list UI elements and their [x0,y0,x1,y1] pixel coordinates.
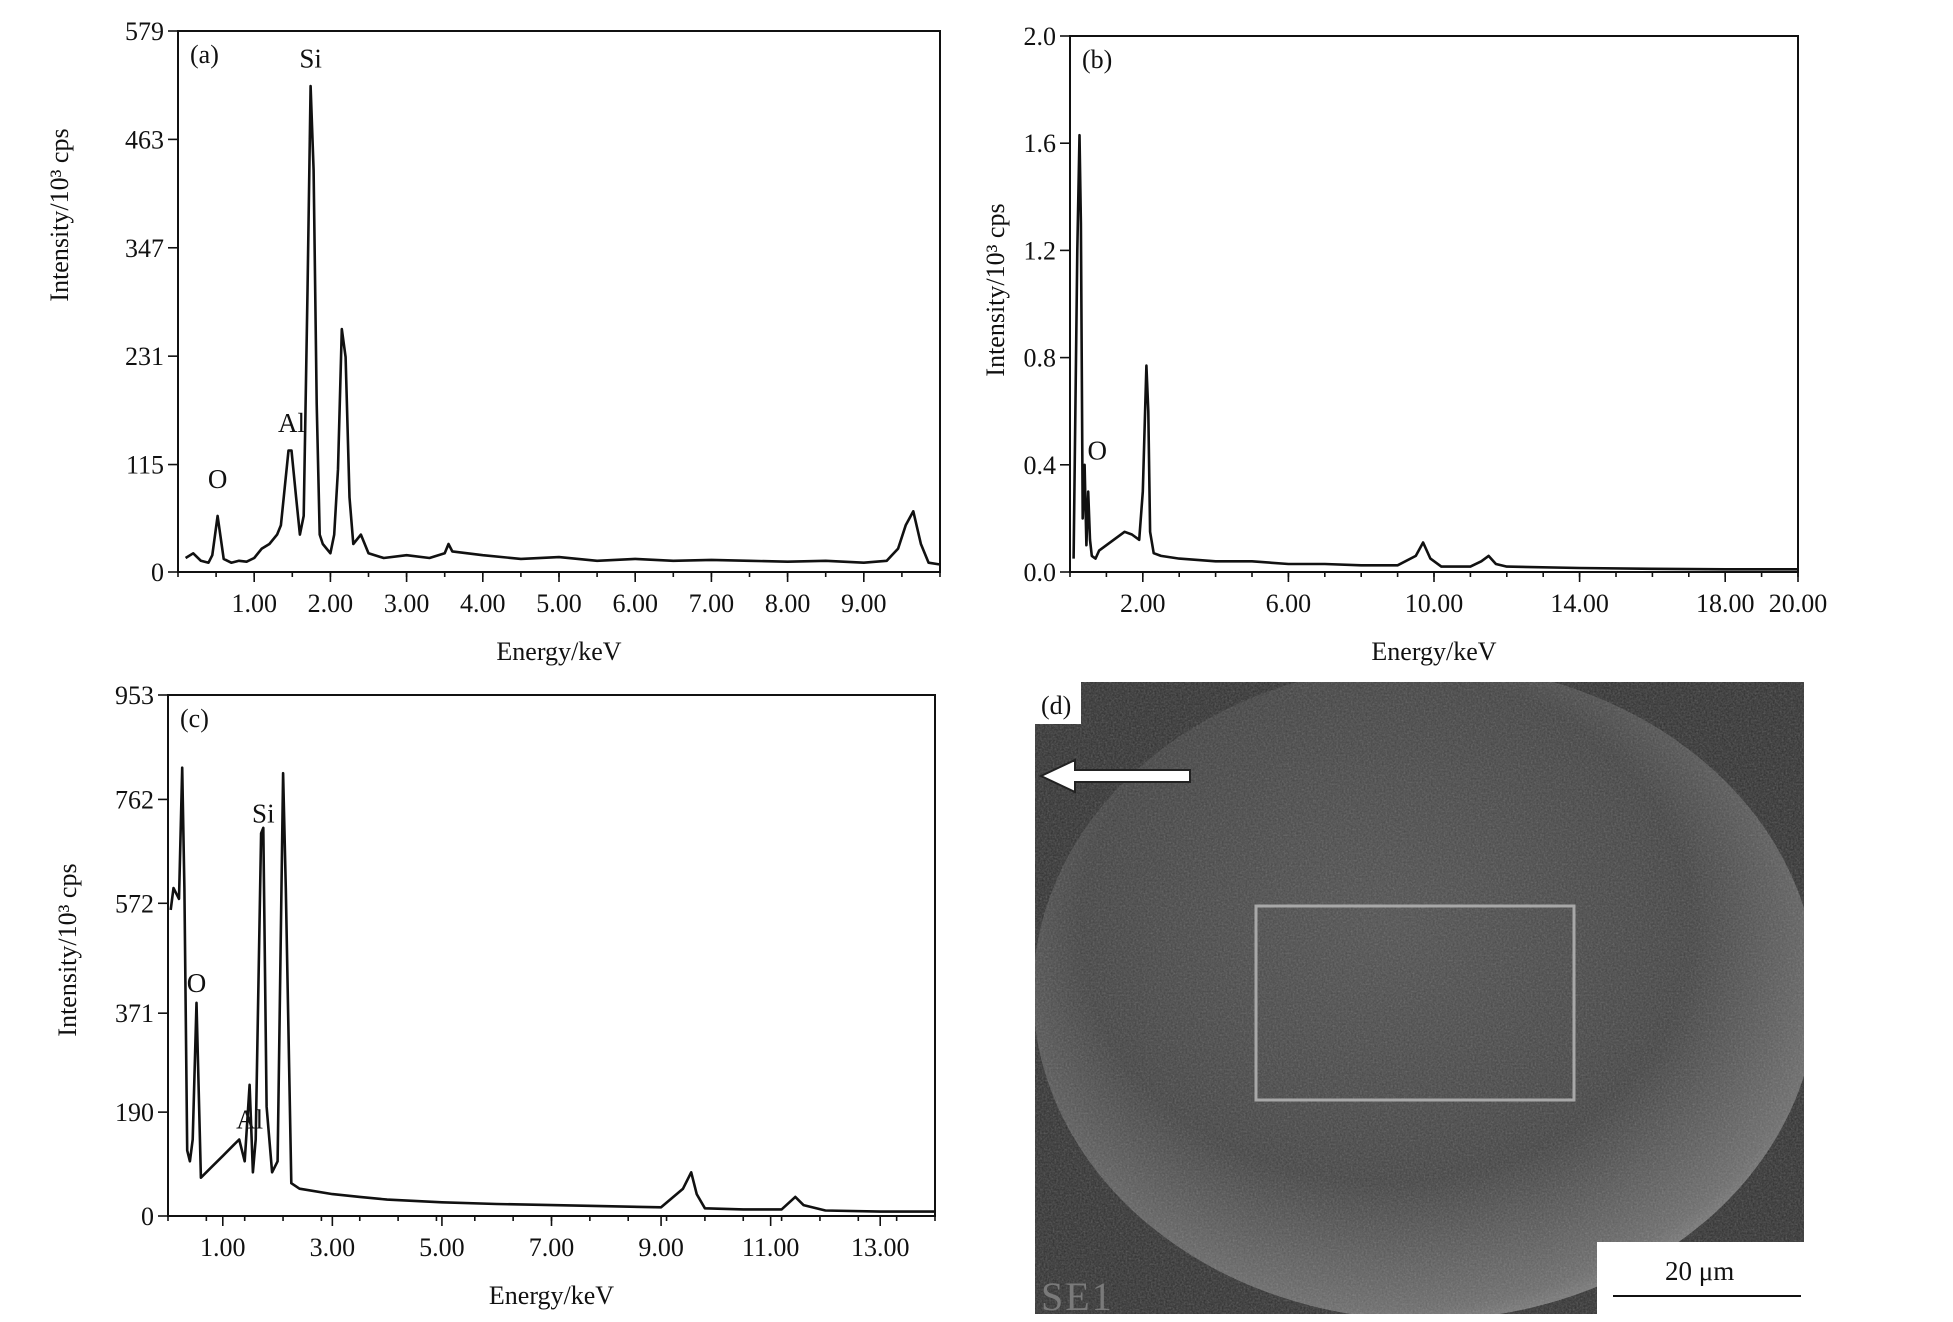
chart-a-y-tick-label: 0 [151,558,164,587]
chart-a-y-tick-label: 579 [125,17,164,46]
chart-svg-c: 0 190 371 572 762 953 1.00 3.00 5.00 7.00 9.00 11.0… [53,681,936,1310]
chart-b-x-tick-label: 10.00 [1405,589,1464,618]
chart-c-x-tick-label: 13.00 [851,1233,910,1262]
chart-c-y-tick-label: 953 [115,681,154,710]
chart-a-x-tick-label: 4.00 [460,589,506,618]
chart-b-y-tick-label: 1.2 [1024,236,1057,265]
chart-a-x-tick-label: 5.00 [536,589,582,618]
chart-a-x-tick-label: 8.00 [765,589,811,618]
chart-a-panel-label: (a) [190,40,219,69]
chart-svg-a: 0 115 231 347 463 579 1.00 2.00 3.00 4.00 5.00 6.00… [45,17,941,666]
chart-a-y-tick-label: 463 [125,125,164,154]
chart-a-spectrum-line [184,84,941,566]
chart-b-spectrum-line [1072,133,1798,571]
chart-a-peak-label-si: Si [299,43,322,73]
chart-c-x-tick-label: 7.00 [529,1233,575,1262]
sem-scale-bar-box [1597,1242,1804,1314]
chart-b-y-axis-title: Intensity/10³ cps [981,203,1010,376]
chart-a-y-tick-label: 115 [126,451,164,480]
chart-a-y-tick-label: 231 [125,342,164,371]
sem-analysis-region-box [1254,904,1576,1102]
chart-a-x-tick-label: 3.00 [384,589,430,618]
chart-a-x-tick-label: 2.00 [308,589,354,618]
chart-c-y-tick-label: 371 [115,999,154,1028]
chart-panel-a: 0 115 231 347 463 579 1.00 2.00 3.00 4.00 5.00 6.00… [0,0,960,680]
chart-b-y-tick-label: 0.4 [1024,451,1057,480]
chart-b-y-tick-label: 0.8 [1024,344,1057,373]
chart-c-x-axis-title: Energy/keV [489,1281,614,1310]
chart-b-x-tick-label: 18.00 [1696,589,1755,618]
chart-c-y-tick-label: 762 [115,785,154,814]
chart-a-x-tick-label: 6.00 [612,589,658,618]
chart-a-y-axis-title: Intensity/10³ cps [45,128,74,301]
chart-svg-b: 0.0 0.4 0.8 1.2 1.6 2.0 2.00 6.00 10.00 14.00 18.0… [981,22,1828,666]
chart-b-y-tick-label: 2.0 [1024,22,1057,51]
chart-a-y-tick-label: 347 [125,234,164,263]
chart-a-x-tick-label: 1.00 [231,589,277,618]
chart-a-x-tick-label: 7.00 [689,589,735,618]
sem-panel-label-bg [1035,682,1081,724]
chart-c-x-tick-label: 9.00 [638,1233,684,1262]
chart-c-y-axis-title: Intensity/10³ cps [53,863,82,1036]
chart-a-plot-frame [177,30,941,573]
chart-c-peak-label-al: Al [236,1105,263,1135]
chart-b-x-axis-title: Energy/keV [1371,637,1496,666]
sem-panel-label: (d) [1041,691,1071,720]
chart-c-x-tick-label: 11.00 [742,1233,800,1262]
chart-a-peak-label-o: O [208,464,228,494]
chart-b-plot-frame [1069,35,1799,573]
chart-a-peak-label-al: Al [278,408,305,438]
chart-c-spectrum-line [169,766,935,1213]
chart-b-x-tick-label: 14.00 [1550,589,1609,618]
chart-panel-b: 0.0 0.4 0.8 1.2 1.6 2.0 2.00 6.00 10.00 14.00 18.0… [960,0,1953,680]
chart-b-y-tick-label: 0.0 [1024,558,1057,587]
sem-arrow [1038,758,1191,794]
chart-c-x-tick-label: 3.00 [310,1233,356,1262]
chart-a-x-tick-label: 9.00 [841,589,887,618]
chart-c-y-tick-label: 0 [141,1202,154,1231]
chart-c-y-tick-label: 572 [115,889,154,918]
sem-detector-label: SE1 [1041,1274,1114,1314]
chart-b-peak-label-o: O [1088,435,1108,465]
chart-b-x-tick-label: 6.00 [1266,589,1312,618]
chart-c-panel-label: (c) [180,704,209,733]
chart-c-x-tick-label: 1.00 [200,1233,246,1262]
chart-b-x-tick-label: 20.00 [1769,589,1828,618]
chart-c-x-tick-label: 5.00 [419,1233,465,1262]
chart-b-panel-label: (b) [1082,45,1112,74]
chart-c-peak-label-o: O [187,968,207,998]
chart-b-y-tick-label: 1.6 [1024,129,1057,158]
chart-panel-c: 0 190 371 572 762 953 1.00 3.00 5.00 7.00 9.00 11.0… [0,680,960,1316]
chart-b-x-tick-label: 2.00 [1120,589,1166,618]
chart-c-y-tick-label: 190 [115,1098,154,1127]
sem-micrograph: (d) SE1 20 μm [1033,664,1817,1322]
chart-c-peak-label-si: Si [252,798,275,828]
sem-scale-bar-label: 20 μm [1665,1256,1734,1286]
chart-a-x-axis-title: Energy/keV [496,637,621,666]
